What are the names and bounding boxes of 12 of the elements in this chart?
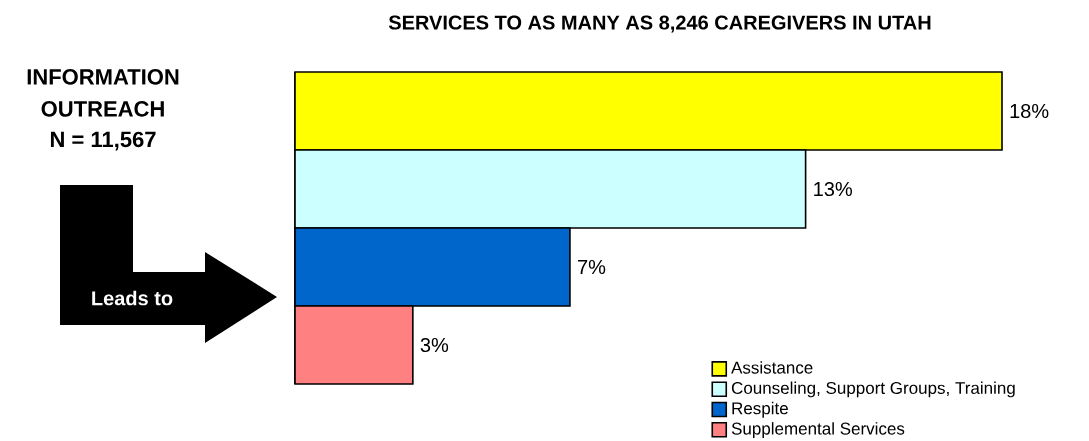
data-label: 18% (1010, 103, 1049, 119)
legend-label: Assistance (731, 361, 813, 374)
chart-title: SERVICES TO AS MANY AS 8,246 CAREGIVERS IN UTAH (388, 15, 931, 33)
legend-label: Supplemental Services (731, 422, 905, 438)
text: N = 11,567 (50, 131, 156, 151)
data-label: 3% (420, 337, 449, 353)
legend-label: Counseling, Support Groups, Training (731, 381, 1015, 398)
legend-label: Respite (732, 401, 788, 418)
data-label: 7% (578, 259, 606, 275)
text: INFORMATION OUTREACH (27, 69, 179, 117)
data-label: 13% (814, 181, 853, 197)
text: Leads to (92, 290, 173, 306)
